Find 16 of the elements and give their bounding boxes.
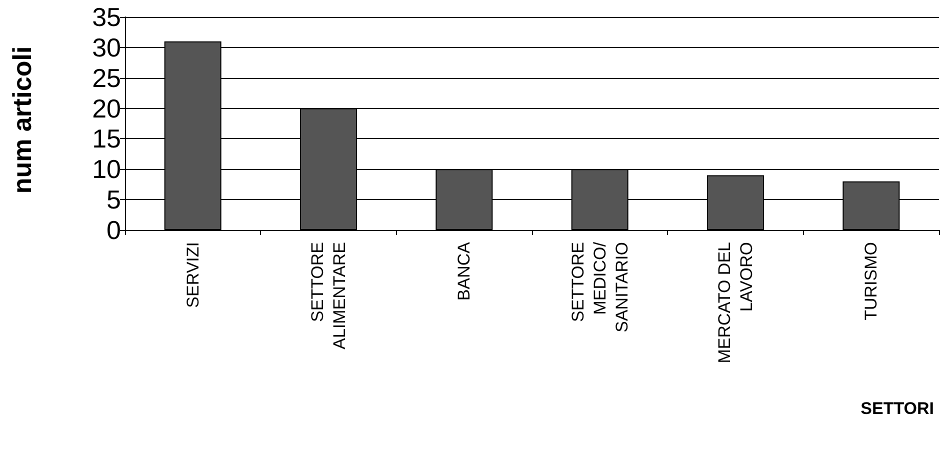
y-tick-label: 15 — [92, 124, 121, 154]
y-tick-label: 0 — [106, 215, 121, 245]
y-tick-label: 25 — [92, 62, 121, 93]
x-tick-label: BANCA — [454, 241, 474, 301]
y-tick-label: 5 — [106, 184, 121, 215]
y-tick-label: 20 — [92, 93, 121, 124]
y-tick-label: 35 — [92, 2, 121, 32]
y-axis-title: num articoli — [7, 46, 37, 194]
x-tick-label: SETTORE ALIMENTARE — [308, 242, 349, 350]
x-tick-label: SERVIZI — [183, 242, 202, 308]
x-axis-title: SETTORI — [860, 399, 934, 418]
x-tick-label: MERCATO DEL LAVORO — [715, 242, 756, 364]
x-tick-label: TURISMO — [862, 242, 881, 320]
x-tick-label: SETTORE MEDICO/ SANITARIO — [568, 242, 632, 332]
y-tick-label: 10 — [92, 154, 121, 184]
y-tick-label: 30 — [92, 32, 121, 62]
